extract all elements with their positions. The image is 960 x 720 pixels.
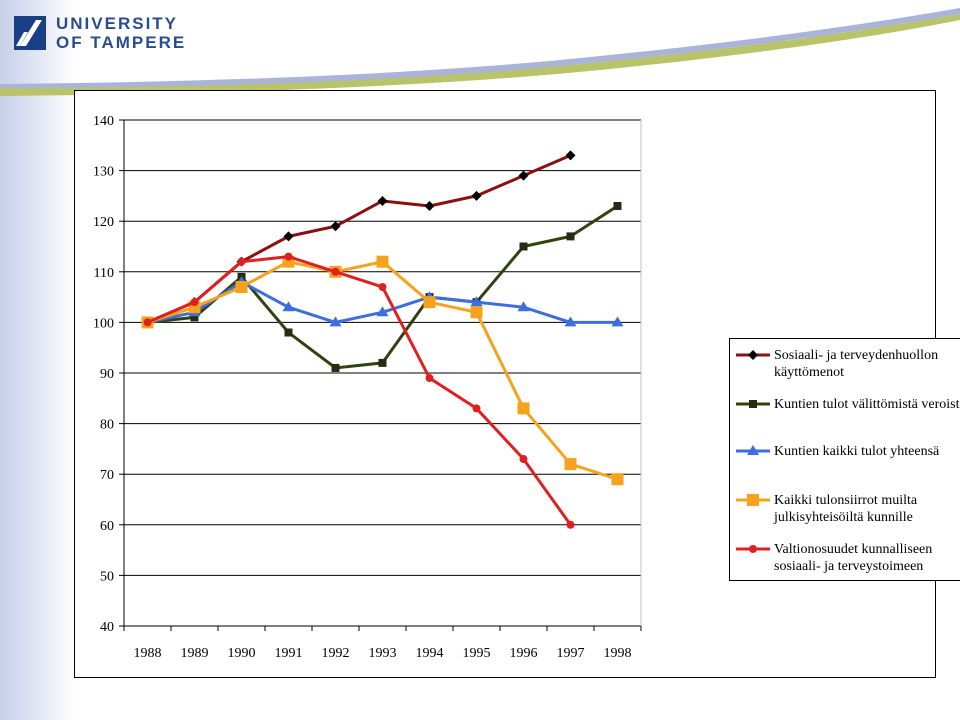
swoosh-green [0,14,960,96]
y-tick-label: 80 [100,418,114,433]
data-point [424,201,435,212]
y-tick-label: 70 [100,468,114,483]
legend-label-line2: julkisyhteisöiltä kunnille [774,510,913,525]
data-point [331,267,340,276]
logo-line2: OF TAMPERE [56,33,187,52]
data-point [425,374,434,383]
data-point [190,313,199,322]
y-tick-label: 90 [100,367,114,382]
legend-label: Kuntien tulot välittömistä veroista [774,396,960,413]
series-line [147,260,618,481]
y-tick-label: 140 [93,114,114,129]
y-tick-label: 110 [94,266,114,281]
y-tick-label: 40 [100,620,114,635]
header-swoosh [0,8,960,96]
data-point [519,242,528,251]
data-point [564,458,577,471]
y-tick-label: 120 [93,215,114,230]
series-5 [143,252,575,529]
x-tick-label: 1992 [322,646,350,661]
legend-label-line1: Kuntien kaikki tulot yhteensä [774,444,940,459]
x-tick-label: 1996 [510,646,538,661]
data-point [611,316,624,327]
y-tick-label: 130 [93,165,114,180]
data-point [471,190,482,201]
data-point [376,255,389,268]
series-line [146,255,572,526]
data-point [237,257,246,266]
data-point [190,298,199,307]
legend-label-line2: käyttömenot [774,365,844,380]
x-tick-label: 1989 [181,646,209,661]
university-logo-icon [14,16,46,50]
legend-label: Valtionosuudet kunnalliseen sosiaali- ja … [774,541,960,575]
y-tick-label: 50 [100,569,114,584]
data-point [143,318,152,327]
legend-swatch [736,350,770,360]
y-tick-label: 100 [93,316,114,331]
y-tick-label: 60 [100,519,114,534]
legend-swatch [736,494,770,506]
data-point [282,301,295,312]
data-point [377,195,388,206]
legend-label-line1: Kuntien tulot välittömistä veroista [774,397,960,412]
data-point [564,316,577,327]
data-point [566,232,575,241]
data-point [518,170,529,181]
chart-legend: Sosiaali- ja terveydenhuollon käyttömenot… [729,338,960,581]
swoosh-blue [0,8,960,88]
legend-swatch-marker [748,350,758,360]
x-tick-label: 1994 [416,646,444,661]
data-point [611,473,624,486]
header-band: UNIVERSITY OF TAMPERE [0,0,960,100]
legend-swatch [736,400,770,408]
series-4 [141,255,624,486]
legend-label-line2: sosiaali- ja terveystoimeen [774,559,924,574]
data-point [517,402,530,415]
series-line [146,154,572,324]
x-tick-label: 1991 [275,646,303,661]
x-tick-label: 1998 [604,646,632,661]
data-point [284,252,293,261]
x-tick-label: 1993 [369,646,397,661]
data-point [284,328,293,337]
legend-swatch-marker [749,545,757,553]
data-point [423,296,436,309]
legend-label-line1: Kaikki tulonsiirrot muilta [774,493,918,508]
data-point [613,202,622,211]
data-point [565,150,576,161]
data-point [517,301,530,312]
data-point [566,520,575,529]
x-tick-label: 1997 [557,646,585,661]
data-point [472,404,481,413]
line-chart: 40 50 60 70 80 90 100 110 120 130 140 1988 1989 1990 1… [93,114,642,661]
data-point [330,221,341,232]
legend-swatch-marker [747,494,759,506]
chart-frame: 40 50 60 70 80 90 100 110 120 130 140 1988 1989 1990 1… [74,90,960,678]
data-point [235,280,248,293]
data-point [378,282,387,291]
x-tick-label: 1988 [134,646,162,661]
data-point [331,363,340,372]
legend-label: Kuntien kaikki tulot yhteensä [774,443,960,460]
legend-swatch-marker [747,445,759,455]
legend-label: Sosiaali- ja terveydenhuollon käyttömenot [774,347,960,381]
x-tick-label: 1995 [463,646,491,661]
data-point [329,316,342,327]
legend-swatch [736,445,770,455]
legend-label-line1: Sosiaali- ja terveydenhuollon [774,348,939,363]
data-point [378,358,387,367]
data-point [470,306,483,319]
logo-line1: UNIVERSITY [56,14,179,33]
legend-label: Kaikki tulonsiirrot muilta julkisyhteisöi… [774,492,960,526]
data-point [283,231,294,242]
legend-label-line1: Valtionosuudet kunnalliseen [774,542,933,557]
legend-swatch [736,545,770,553]
university-logo-text: UNIVERSITY OF TAMPERE [56,14,186,52]
data-point [519,455,528,464]
data-point [376,306,389,317]
x-tick-label: 1990 [228,646,256,661]
legend-swatch-marker [749,400,757,408]
data-point [470,296,483,307]
